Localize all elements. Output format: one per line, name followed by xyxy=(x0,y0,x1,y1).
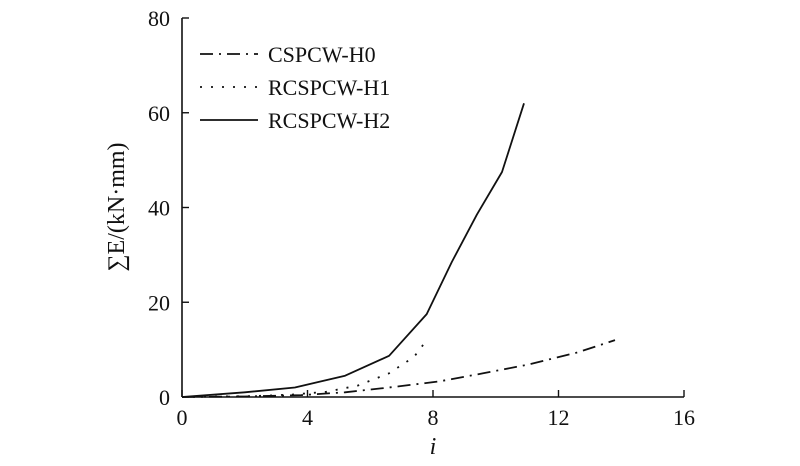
x-tick-label: 4 xyxy=(302,405,313,430)
ticks: 0 4 8 12 16 0 20 40 60 80 xyxy=(148,6,695,430)
series-layer xyxy=(181,103,616,398)
x-tick-label: 16 xyxy=(673,405,695,430)
x-tick-label: 8 xyxy=(428,405,439,430)
legend-label: CSPCW-H0 xyxy=(268,42,376,67)
y-tick-label: 20 xyxy=(148,290,170,315)
y-axis-title: ∑E/(kN·mm) xyxy=(104,142,130,271)
y-tick-label: 0 xyxy=(159,385,170,410)
axes xyxy=(181,18,684,398)
x-axis-title: i xyxy=(430,434,437,460)
y-tick-label: 60 xyxy=(148,101,170,126)
y-tick-label: 40 xyxy=(148,196,170,221)
legend: CSPCW-H0 RCSPCW-H1 RCSPCW-H2 xyxy=(200,42,390,133)
series-line-rcspcw-h1 xyxy=(181,339,428,398)
y-tick-label: 80 xyxy=(148,6,170,31)
x-tick-label: 0 xyxy=(177,405,188,430)
x-tick-label: 12 xyxy=(548,405,570,430)
legend-label: RCSPCW-H2 xyxy=(268,108,390,133)
legend-label: RCSPCW-H1 xyxy=(268,75,390,100)
series-line-cspcw-h0 xyxy=(181,339,616,398)
series-line-rcspcw-h2 xyxy=(181,103,525,398)
